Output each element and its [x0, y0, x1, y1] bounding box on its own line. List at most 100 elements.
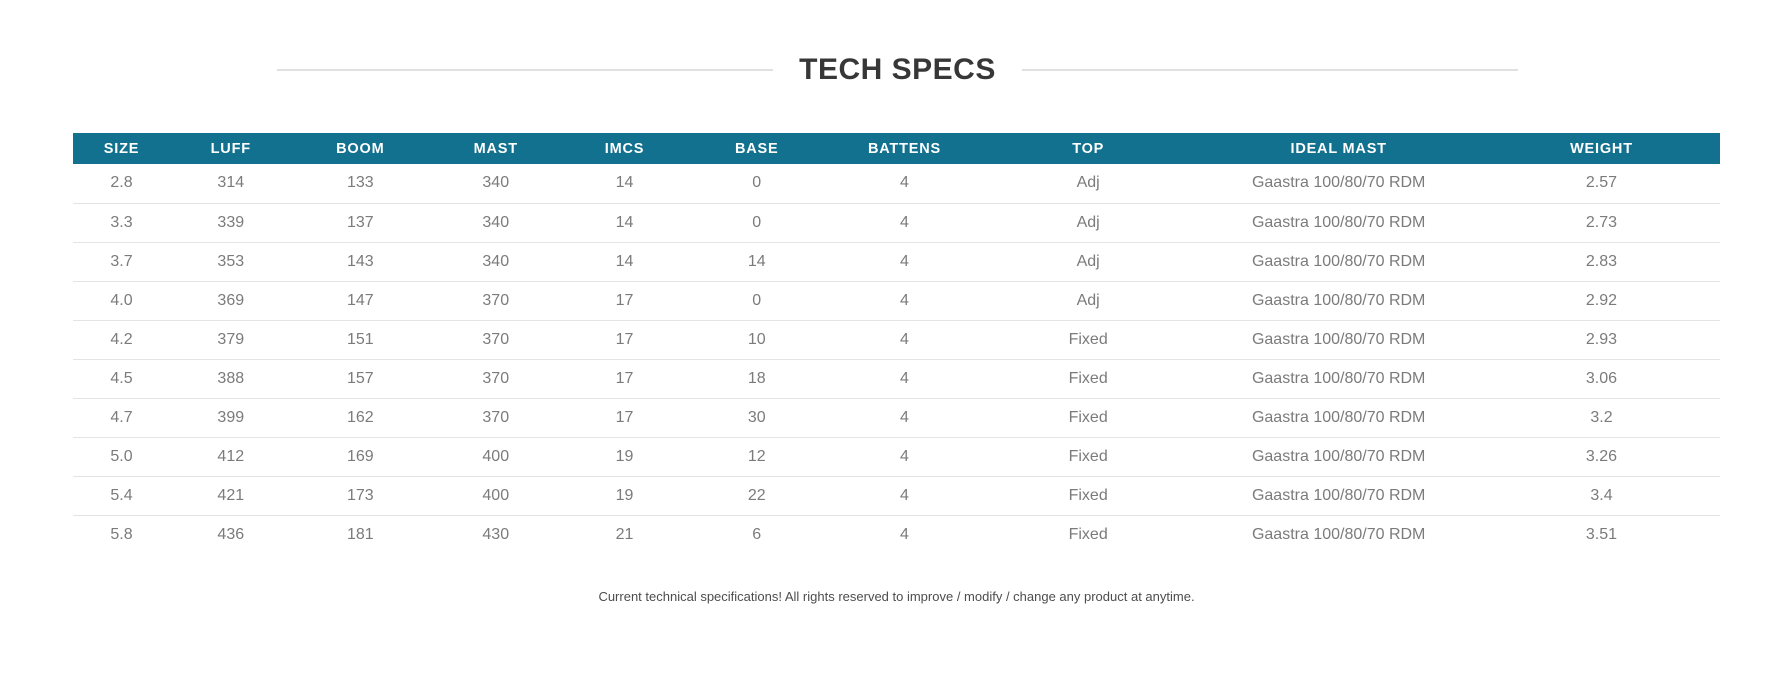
tech-specs-table: SIZE LUFF BOOM MAST IMCS BASE BATTENS TOP IDEAL … [73, 133, 1720, 554]
cell-imcs: 17 [562, 398, 687, 438]
table-row: 5.8 436 181 430 21 6 4 Fixed Gaastra 100/80/70 R… [73, 515, 1720, 554]
cell-ideal-mast: Gaastra 100/80/70 RDM [1251, 525, 1426, 543]
cell-ideal-mast: Gaastra 100/80/70 RDM [1194, 398, 1483, 438]
cell-battens: 4 [826, 281, 982, 321]
cell-mast: 370 [429, 320, 563, 360]
cell-mast: 370 [429, 359, 563, 399]
cell-top: Adj [981, 203, 1195, 243]
table-row: 3.7 353 143 340 14 14 4 Adj Gaastra 100/80/70 RD… [73, 242, 1720, 282]
table-row: 4.7 399 162 370 17 30 4 Fixed Gaastra 100/80/70 … [73, 398, 1720, 438]
cell-size: 4.0 [73, 281, 170, 321]
cell-imcs: 17 [562, 281, 687, 321]
cell-boom: 162 [291, 398, 430, 438]
cell-mast: 400 [429, 476, 563, 516]
cell-boom: 137 [291, 203, 430, 243]
footer-note: Current technical specifications! All ri… [598, 589, 1195, 604]
cell-weight: 3.4 [1482, 476, 1720, 516]
cell-luff: 436 [217, 525, 245, 543]
cell-luff: 353 [170, 242, 292, 282]
cell-ideal-mast: Gaastra 100/80/70 RDM [1194, 164, 1483, 204]
cell-base: 6 [752, 525, 762, 543]
cell-weight: 2.73 [1482, 203, 1720, 243]
cell-imcs: 14 [562, 242, 687, 282]
cell-base: 0 [686, 203, 827, 243]
cell-weight: 3.06 [1482, 359, 1720, 399]
cell-ideal-mast: Gaastra 100/80/70 RDM [1194, 359, 1483, 399]
cell-boom: 173 [291, 476, 430, 516]
cell-base: 0 [686, 281, 827, 321]
cell-boom: 133 [291, 164, 430, 204]
cell-top: Fixed [1068, 525, 1108, 543]
cell-mast: 340 [429, 242, 563, 282]
title-divider-right [1021, 69, 1518, 71]
table-row: 2.8 314 133 340 14 0 4 Adj Gaastra 100/80/70 RDM… [73, 164, 1720, 204]
cell-boom: 169 [291, 437, 430, 477]
cell-imcs: 19 [562, 437, 687, 477]
column-header-weight: WEIGHT [1482, 133, 1720, 164]
cell-top: Fixed [981, 359, 1195, 399]
column-header-luff: LUFF [170, 133, 292, 164]
table-row: 4.0 369 147 370 17 0 4 Adj Gaastra 100/80/70 RDM… [73, 281, 1720, 321]
cell-base: 14 [686, 242, 827, 282]
cell-boom: 181 [346, 525, 374, 543]
cell-boom: 151 [291, 320, 430, 360]
column-header-size: SIZE [73, 133, 170, 164]
cell-base: 30 [686, 398, 827, 438]
cell-battens: 4 [826, 164, 982, 204]
cell-battens: 4 [826, 203, 982, 243]
cell-weight: 3.51 [1585, 525, 1618, 543]
cell-size: 3.3 [73, 203, 170, 243]
cell-size: 4.7 [73, 398, 170, 438]
cell-battens: 4 [900, 525, 909, 543]
cell-imcs: 21 [615, 525, 634, 543]
cell-battens: 4 [826, 476, 982, 516]
table-row: 4.2 379 151 370 17 10 4 Fixed Gaastra 100/80/70 … [73, 320, 1720, 360]
section-title-row: TECH SPECS [277, 50, 1518, 90]
cell-mast: 370 [429, 281, 563, 321]
title-divider-left [277, 69, 774, 71]
cell-luff: 421 [170, 476, 292, 516]
cell-weight: 2.83 [1482, 242, 1720, 282]
cell-top: Fixed [981, 437, 1195, 477]
cell-luff: 314 [170, 164, 292, 204]
cell-battens: 4 [826, 359, 982, 399]
cell-top: Adj [981, 164, 1195, 204]
cell-boom: 157 [291, 359, 430, 399]
cell-weight: 2.92 [1482, 281, 1720, 321]
cell-top: Fixed [981, 398, 1195, 438]
column-header-top: TOP [981, 133, 1195, 164]
cell-size: 5.4 [73, 476, 170, 516]
cell-luff: 369 [170, 281, 292, 321]
cell-weight: 2.93 [1482, 320, 1720, 360]
column-header-imcs: IMCS [562, 133, 687, 164]
cell-base: 10 [686, 320, 827, 360]
cell-weight: 3.26 [1482, 437, 1720, 477]
cell-mast: 340 [429, 203, 563, 243]
cell-ideal-mast: Gaastra 100/80/70 RDM [1194, 320, 1483, 360]
cell-size: 2.8 [73, 164, 170, 204]
cell-battens: 4 [826, 320, 982, 360]
cell-ideal-mast: Gaastra 100/80/70 RDM [1194, 437, 1483, 477]
cell-boom: 143 [291, 242, 430, 282]
cell-size: 3.7 [73, 242, 170, 282]
cell-base: 22 [686, 476, 827, 516]
cell-size: 4.2 [73, 320, 170, 360]
table-row: 5.0 412 169 400 19 12 4 Fixed Gaastra 100/80/70 … [73, 437, 1720, 477]
cell-imcs: 14 [562, 203, 687, 243]
cell-base: 12 [686, 437, 827, 477]
cell-base: 18 [686, 359, 827, 399]
cell-luff: 399 [170, 398, 292, 438]
cell-imcs: 17 [562, 320, 687, 360]
cell-base: 0 [686, 164, 827, 204]
table-row: 5.4 421 173 400 19 22 4 Fixed Gaastra 100/80/70 … [73, 476, 1720, 516]
cell-top: Fixed [981, 320, 1195, 360]
cell-battens: 4 [826, 398, 982, 438]
table-header-row: SIZE LUFF BOOM MAST IMCS BASE BATTENS TOP IDEAL … [73, 133, 1720, 164]
cell-luff: 379 [170, 320, 292, 360]
table-row: 4.5 388 157 370 17 18 4 Fixed Gaastra 100/80/70 … [73, 359, 1720, 399]
cell-size: 4.5 [73, 359, 170, 399]
cell-mast: 400 [429, 437, 563, 477]
cell-luff: 412 [170, 437, 292, 477]
cell-imcs: 17 [562, 359, 687, 399]
